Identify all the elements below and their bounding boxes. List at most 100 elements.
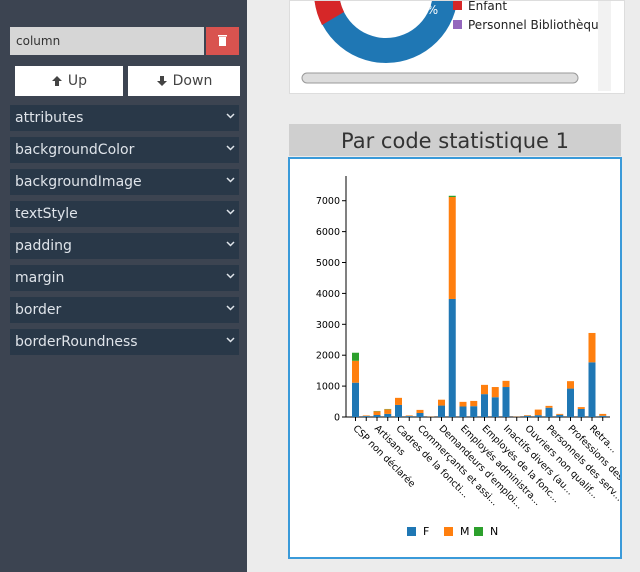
pie-legend: Enfant Personnel Bibliothèque — [453, 1, 606, 32]
bar-segment — [448, 195, 456, 198]
section-label: padding — [15, 238, 72, 254]
chevron — [226, 273, 235, 279]
y-tick-label: 2000 — [316, 351, 340, 362]
pie-label: 60.8% — [400, 3, 438, 17]
bar-segment — [556, 413, 564, 415]
legend-swatch — [474, 527, 483, 536]
bar-segment — [567, 388, 574, 417]
section-label: textStyle — [15, 206, 78, 222]
bar-segment — [405, 416, 413, 417]
section-label: margin — [15, 270, 65, 286]
bar-segment — [362, 416, 370, 417]
bar-segment — [384, 413, 392, 417]
section-label: attributes — [15, 110, 84, 126]
bar-segment — [373, 414, 381, 417]
chevron — [226, 337, 235, 343]
bar-segment — [438, 399, 445, 406]
legend-swatch — [453, 1, 462, 10]
pie-slice — [314, 1, 458, 63]
bar-segment — [470, 406, 478, 417]
sidebar: column Up Down attributes backgroundColor… — [0, 0, 247, 572]
chevron — [226, 145, 235, 151]
y-tick-label: 7000 — [316, 196, 340, 207]
bar-segment — [384, 409, 392, 414]
section-toggle[interactable]: padding — [10, 233, 239, 259]
bar-segment — [534, 415, 542, 417]
section-toggle[interactable]: borderRoundness — [10, 329, 239, 355]
section-toggle[interactable]: textStyle — [10, 201, 239, 227]
scrollbar-track — [598, 1, 611, 91]
section-label: backgroundImage — [15, 174, 142, 190]
legend-swatch — [407, 527, 416, 536]
bar-segment — [502, 380, 510, 388]
up-icon — [51, 76, 62, 86]
section-label: backgroundColor — [15, 142, 135, 158]
pie-slice — [314, 1, 344, 25]
bar-segment — [577, 408, 585, 417]
pie-chart: 60.8% Enfant Personnel Bibliothèque — [301, 1, 611, 91]
legend-label: F — [423, 525, 429, 538]
chevron — [226, 305, 235, 311]
legend-swatch — [444, 527, 453, 536]
chart-title: Par code statistique 1 — [289, 124, 621, 156]
bar-segment — [491, 387, 499, 398]
bar-segment — [524, 415, 531, 416]
y-tick-label: 4000 — [316, 289, 340, 300]
chevron — [226, 177, 235, 183]
bar-segment — [352, 352, 359, 361]
y-tick-label: 3000 — [316, 320, 340, 331]
chart-box: 0 1000 2000 3000 4000 5000 6000 7000 CSP non déc… — [288, 157, 640, 559]
y-tick-label: 6000 — [316, 227, 340, 238]
bar-segment — [459, 401, 467, 407]
pie-panel: 60.8% Enfant Personnel Bibliothèque — [289, 0, 625, 94]
legend-label: Personnel Bibliothèque — [468, 18, 606, 32]
section-toggle[interactable]: border — [10, 297, 239, 323]
bar-segment — [448, 197, 456, 299]
up-label: Up — [67, 73, 88, 89]
legend-label: N — [490, 525, 498, 538]
bar-segment — [405, 415, 413, 417]
chevron — [226, 241, 235, 247]
chevron — [226, 113, 235, 119]
section-toggle[interactable]: backgroundColor — [10, 137, 239, 163]
bar-segment — [416, 412, 424, 417]
bar-segment — [491, 397, 499, 417]
delete-button[interactable] — [206, 27, 239, 55]
bar-segment — [588, 362, 596, 417]
bar-segment — [567, 381, 574, 389]
legend-label: M — [460, 525, 470, 538]
bar-segment — [470, 400, 478, 407]
bar-segment — [362, 415, 370, 417]
chevron — [226, 209, 235, 215]
bar-segment — [534, 409, 542, 416]
bar-segment — [459, 406, 467, 417]
y-tick-label: 0 — [334, 413, 340, 424]
bar-segment — [352, 382, 359, 417]
down-label: Down — [172, 73, 213, 89]
y-tick-label: 5000 — [316, 258, 340, 269]
legend-label: Enfant — [468, 1, 507, 13]
bar-segment — [438, 405, 445, 417]
bar-segment — [416, 409, 424, 413]
bar-segment — [502, 387, 510, 417]
section-toggle[interactable]: margin — [10, 265, 239, 291]
field-input[interactable]: column — [10, 27, 204, 55]
bar-segment — [599, 413, 607, 416]
bar-segment — [373, 411, 381, 415]
bar-segment — [448, 298, 456, 417]
section-toggle[interactable]: backgroundImage — [10, 169, 239, 195]
legend-swatch — [453, 20, 462, 29]
bar-segment — [352, 360, 359, 383]
section-toggle[interactable]: attributes — [10, 105, 239, 131]
section-label: border — [15, 302, 62, 318]
down-button[interactable]: Down — [128, 66, 240, 96]
bar-segment — [481, 394, 488, 417]
down-icon — [156, 76, 167, 86]
section-label: borderRoundness — [15, 334, 138, 350]
scrollbar[interactable] — [301, 72, 579, 84]
up-button[interactable]: Up — [15, 66, 123, 96]
bar-segment — [395, 397, 402, 405]
bar-segment — [556, 414, 564, 417]
bar-segment — [599, 415, 607, 417]
